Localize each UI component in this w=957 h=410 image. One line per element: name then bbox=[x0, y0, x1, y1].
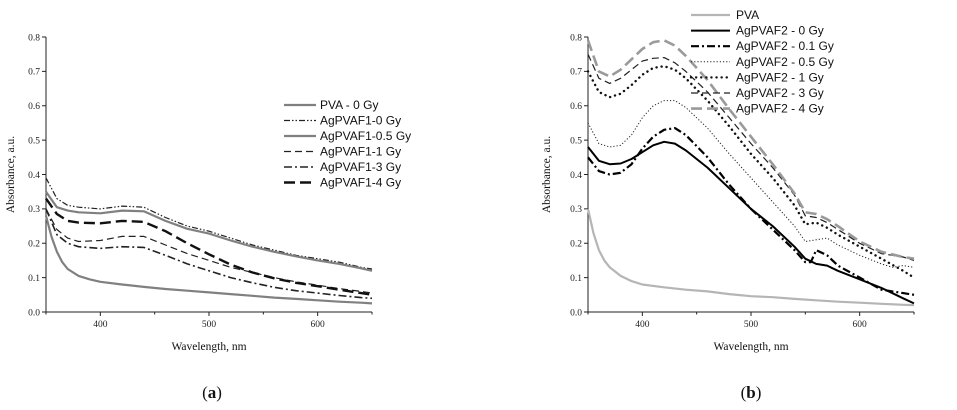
series-line-7 bbox=[586, 39, 915, 260]
series-line-6 bbox=[587, 53, 915, 261]
axes: 0.0 0.1 0.2 0.3 0.4 0.5 0.6 0.7 0.8 400 500 600 bbox=[570, 33, 915, 330]
x-axis-title: Wavelength, nm bbox=[171, 341, 246, 353]
legend-label: AgPVAF1-0 Gy bbox=[320, 114, 401, 128]
axes: 0.0 0.1 0.2 0.3 0.4 0.5 0.6 0.7 0.8 400 500 600 bbox=[28, 33, 373, 330]
y-tick-label: 0.5 bbox=[28, 136, 40, 146]
y-tick-label: 0.6 bbox=[28, 102, 40, 112]
y-tick-label: 0.1 bbox=[570, 274, 582, 284]
x-tick-label: 500 bbox=[202, 320, 217, 330]
legend-label: PVA bbox=[736, 8, 759, 22]
panel-label-part: ) bbox=[756, 383, 762, 402]
x-tick-label: 600 bbox=[311, 320, 326, 330]
series-line-1 bbox=[586, 208, 915, 307]
y-tick-label: 0.7 bbox=[28, 68, 40, 78]
y-tick-label: 0.5 bbox=[570, 136, 582, 146]
series-line-5 bbox=[586, 65, 916, 279]
panel-label-part: b bbox=[746, 383, 755, 402]
legend-label: AgPVAF1-0.5 Gy bbox=[320, 129, 411, 143]
y-tick-label: 0.4 bbox=[570, 171, 582, 181]
panel-label-part: a bbox=[208, 383, 217, 402]
chart-panel-b: 0.0 0.1 0.2 0.3 0.4 0.5 0.6 0.7 0.8 400 500 600 Wave… bbox=[541, 8, 916, 402]
legend-label: PVA - 0 Gy bbox=[320, 98, 378, 112]
y-tick-label: 0.4 bbox=[28, 171, 40, 181]
x-tick-label: 400 bbox=[93, 320, 108, 330]
legend-label: AgPVAF2 - 0.1 Gy bbox=[736, 39, 834, 53]
legend-label: AgPVAF1-4 Gy bbox=[320, 176, 401, 190]
panel-label: (b) bbox=[741, 383, 762, 402]
y-tick-label: 0.3 bbox=[570, 205, 582, 215]
legend-label: AgPVAF2 - 0 Gy bbox=[736, 24, 824, 38]
y-tick-label: 0.1 bbox=[28, 274, 40, 284]
x-tick-label: 400 bbox=[635, 320, 650, 330]
series-line-4 bbox=[587, 100, 915, 268]
series-lines bbox=[586, 39, 916, 307]
y-tick-label: 0.6 bbox=[570, 102, 582, 112]
y-tick-label: 0.0 bbox=[570, 308, 582, 318]
series-line-1 bbox=[44, 215, 373, 305]
panel-label-part: ) bbox=[216, 383, 222, 402]
panel-label: (a) bbox=[202, 383, 222, 402]
legend-label: AgPVAF1-1 Gy bbox=[320, 145, 401, 159]
x-axis-title: Wavelength, nm bbox=[713, 341, 788, 353]
legend-label: AgPVAF1-3 Gy bbox=[320, 160, 401, 174]
series-line-6 bbox=[45, 197, 373, 296]
legend-label: AgPVAF2 - 0.5 Gy bbox=[736, 55, 834, 69]
legend-label: AgPVAF2 - 3 Gy bbox=[736, 86, 824, 100]
y-tick-label: 0.0 bbox=[28, 308, 40, 318]
y-tick-label: 0.2 bbox=[28, 240, 40, 250]
series-line-2 bbox=[45, 177, 373, 270]
legend-label: AgPVAF2 - 4 Gy bbox=[736, 102, 824, 116]
y-tick-label: 0.2 bbox=[570, 240, 582, 250]
y-tick-label: 0.8 bbox=[570, 33, 582, 43]
chart-panel-a: 0.0 0.1 0.2 0.3 0.4 0.5 0.6 0.7 0.8 400 500 600 Wave… bbox=[5, 33, 411, 402]
series-line-3 bbox=[587, 127, 915, 296]
y-tick-label: 0.8 bbox=[28, 33, 40, 43]
y-tick-label: 0.3 bbox=[28, 205, 40, 215]
x-tick-label: 500 bbox=[744, 320, 759, 330]
series-lines bbox=[44, 177, 373, 305]
legend-label: AgPVAF2 - 1 Gy bbox=[736, 70, 824, 84]
y-axis-title: Absorbance, a.u. bbox=[541, 136, 553, 213]
series-line-2 bbox=[587, 140, 915, 305]
x-tick-label: 600 bbox=[853, 320, 868, 330]
y-axis-title: Absorbance, a.u. bbox=[5, 136, 17, 213]
series-line-5 bbox=[45, 208, 373, 300]
panel-label-part: ( bbox=[202, 383, 208, 402]
series-line-3 bbox=[45, 191, 373, 272]
panel-label-part: ( bbox=[741, 383, 747, 402]
y-tick-label: 0.7 bbox=[570, 68, 582, 78]
